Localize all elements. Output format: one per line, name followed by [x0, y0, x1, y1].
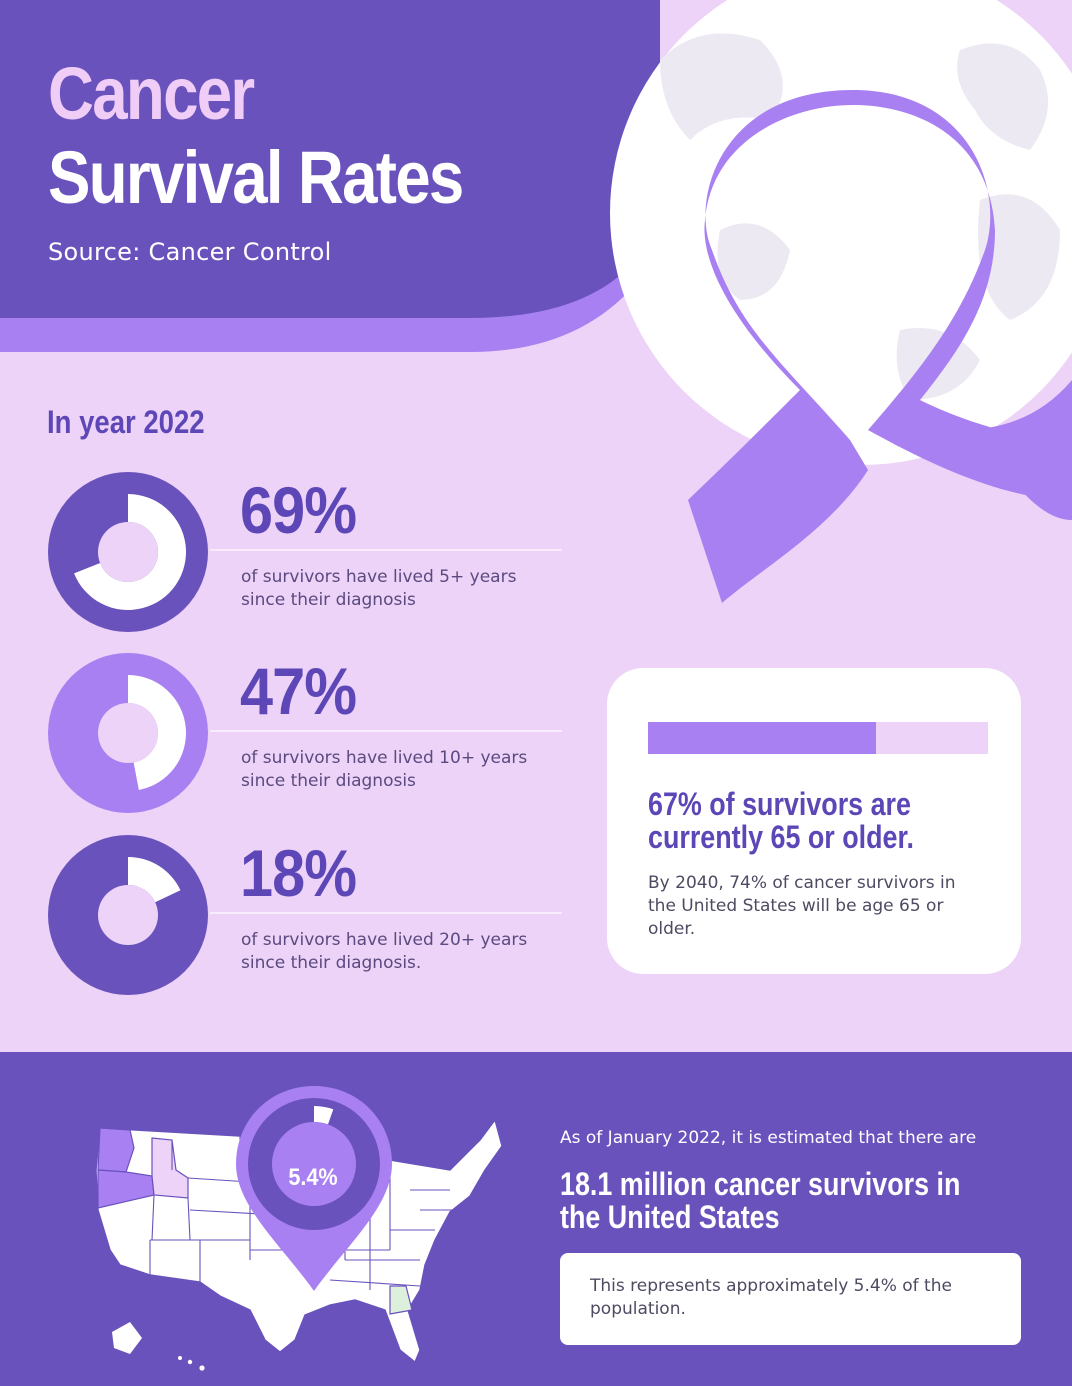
donut-chart [48, 835, 208, 995]
progress-bar-fill [648, 722, 876, 754]
year-heading: In year 2022 [47, 404, 205, 440]
as-of-text: As of January 2022, it is estimated that… [560, 1128, 977, 1148]
divider-line [210, 730, 562, 732]
header-background [0, 0, 660, 318]
awareness-ribbon-icon [688, 90, 1072, 603]
card-body-text: By 2040, 74% of cancer survivors in the … [648, 873, 956, 939]
divider-line [210, 912, 562, 914]
survivors-headline: 18.1 million cancer survivors in the Uni… [560, 1166, 961, 1235]
donut-segment [128, 675, 186, 790]
population-note-card: This represents approximately 5.4% of th… [560, 1253, 1021, 1345]
stat-description: of survivors have lived 10+ years since … [241, 748, 528, 791]
donut-segment [74, 494, 186, 610]
population-note-text: This represents approximately 5.4% of th… [590, 1276, 952, 1319]
title-line-2: Survival Rates [48, 136, 464, 219]
progress-bar [648, 722, 988, 754]
stat-item: 47% of survivors have lived 10+ years si… [0, 653, 600, 823]
stat-percent: 47% [240, 654, 357, 728]
page-title: Cancer Survival Rates [48, 52, 464, 220]
stat-description: of survivors have lived 20+ years since … [241, 930, 528, 973]
donut-chart [48, 653, 208, 813]
pin-donut-segment [314, 1106, 334, 1125]
right-edge-purple [960, 380, 1072, 430]
card-headline: 67% of survivors are currently 65 or old… [648, 786, 914, 855]
source-label: Source: Cancer Control [48, 238, 332, 266]
divider-line [210, 549, 562, 551]
stat-item: 69% of survivors have lived 5+ years sin… [0, 472, 600, 642]
location-pin-icon [236, 1086, 392, 1291]
stat-description: of survivors have lived 5+ years since t… [241, 567, 517, 610]
stat-item: 18% of survivors have lived 20+ years si… [0, 835, 600, 1005]
title-line-1: Cancer [48, 52, 255, 135]
pin-percent-label: 5.4% [288, 1164, 338, 1191]
donut-segment [128, 857, 181, 903]
stat-percent: 18% [240, 836, 357, 910]
donut-chart [48, 472, 208, 632]
stat-percent: 69% [240, 473, 357, 547]
age-stat-card: 67% of survivors are currently 65 or old… [607, 668, 1021, 974]
